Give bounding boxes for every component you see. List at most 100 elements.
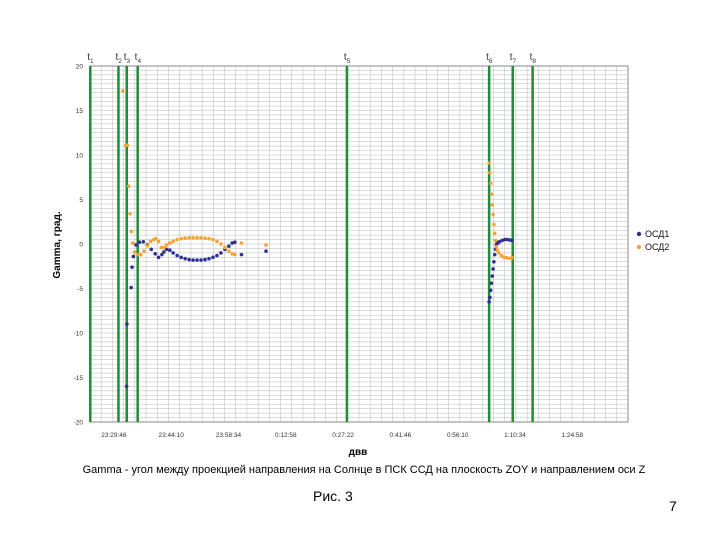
data-point bbox=[492, 231, 497, 236]
data-point bbox=[497, 251, 501, 255]
x-tick-label: 0:27:22 bbox=[332, 432, 354, 439]
data-point bbox=[175, 237, 179, 242]
data-point bbox=[504, 255, 509, 260]
data-point bbox=[187, 235, 191, 240]
data-point bbox=[488, 171, 492, 175]
data-point bbox=[502, 255, 506, 260]
data-point bbox=[129, 285, 133, 290]
data-point bbox=[502, 237, 507, 242]
marker-label: t2 bbox=[115, 52, 122, 65]
marker-label: t1 bbox=[87, 52, 94, 65]
x-axis-ticks: 23:29:46 23:44:10 23:58:34 0:12:58 0:27:22 0:… bbox=[101, 432, 583, 439]
data-point bbox=[134, 243, 138, 247]
x-tick-label: 0:12:58 bbox=[275, 432, 297, 439]
data-point bbox=[199, 258, 203, 262]
data-point bbox=[219, 251, 223, 255]
data-point bbox=[156, 239, 161, 244]
data-point bbox=[215, 253, 219, 258]
x-tick-label: 23:29:46 bbox=[101, 432, 127, 439]
x-axis-label: двв bbox=[349, 447, 368, 458]
y-tick-label: -20 bbox=[74, 420, 84, 427]
marker-label: t5 bbox=[344, 52, 351, 65]
data-point bbox=[153, 251, 158, 256]
data-point bbox=[233, 252, 237, 257]
data-point bbox=[223, 245, 227, 250]
data-point bbox=[219, 242, 223, 246]
data-point bbox=[494, 244, 499, 249]
data-point bbox=[156, 255, 161, 260]
data-point bbox=[187, 257, 191, 262]
data-point bbox=[191, 235, 195, 240]
data-point bbox=[227, 244, 231, 249]
data-point bbox=[183, 236, 187, 241]
x-tick-label: 0:56:10 bbox=[447, 432, 469, 439]
data-point bbox=[490, 203, 495, 207]
data-point bbox=[135, 252, 140, 257]
data-point bbox=[132, 250, 137, 254]
data-point bbox=[148, 239, 153, 244]
legend-label: ОСД2 bbox=[645, 242, 669, 252]
data-point bbox=[120, 89, 125, 93]
data-point bbox=[164, 243, 169, 247]
data-point bbox=[124, 384, 129, 389]
data-point bbox=[154, 236, 158, 241]
data-point bbox=[487, 300, 491, 304]
data-point bbox=[141, 239, 146, 244]
x-tick-label: 23:58:34 bbox=[216, 432, 242, 439]
data-point bbox=[171, 251, 175, 255]
y-axis-label: Gamma, град. bbox=[52, 211, 63, 278]
y-tick-label: 5 bbox=[79, 197, 83, 204]
data-point bbox=[211, 237, 215, 242]
data-point bbox=[125, 322, 129, 326]
data-point bbox=[142, 249, 146, 253]
data-point bbox=[195, 258, 199, 262]
legend-label: ОСД1 bbox=[645, 229, 669, 239]
y-tick-label: 0 bbox=[79, 242, 83, 249]
data-point bbox=[505, 237, 510, 242]
data-point bbox=[491, 267, 495, 271]
data-point bbox=[239, 252, 244, 257]
data-point bbox=[492, 260, 496, 264]
data-point bbox=[264, 243, 268, 247]
data-point bbox=[203, 257, 207, 262]
marker-label: t4 bbox=[135, 52, 142, 65]
data-point bbox=[499, 253, 504, 258]
data-point bbox=[233, 240, 237, 245]
data-point bbox=[507, 256, 512, 261]
data-point bbox=[168, 241, 172, 245]
data-point bbox=[179, 255, 183, 260]
data-point bbox=[510, 255, 514, 260]
data-point bbox=[183, 256, 187, 261]
data-point bbox=[491, 212, 495, 217]
data-point bbox=[195, 235, 199, 240]
data-point bbox=[168, 248, 172, 253]
data-point bbox=[159, 245, 164, 250]
series-1 bbox=[124, 237, 514, 389]
data-point bbox=[207, 236, 211, 241]
data-point bbox=[138, 252, 143, 257]
series-2 bbox=[120, 89, 514, 261]
page-number: 7 bbox=[669, 498, 677, 514]
data-point bbox=[227, 249, 231, 253]
data-point bbox=[125, 143, 130, 148]
marker-label: t7 bbox=[510, 52, 517, 65]
y-tick-label: -15 bbox=[74, 375, 84, 382]
data-point bbox=[488, 181, 493, 186]
data-point bbox=[211, 255, 215, 260]
legend-swatch bbox=[636, 244, 642, 250]
data-point bbox=[487, 161, 491, 165]
data-point bbox=[239, 241, 244, 245]
legend-swatch bbox=[636, 231, 642, 237]
y-axis-ticks: -20 -15 -10 -5 0 5 10 15 20 bbox=[74, 64, 84, 427]
marker-label: t3 bbox=[124, 52, 131, 65]
data-point bbox=[162, 250, 166, 254]
data-point bbox=[128, 211, 132, 216]
data-point bbox=[207, 256, 211, 261]
data-point bbox=[160, 252, 164, 257]
data-point bbox=[510, 238, 514, 243]
marker-label: t8 bbox=[530, 52, 537, 65]
y-tick-label: -10 bbox=[74, 331, 84, 338]
data-series bbox=[120, 89, 514, 389]
data-point bbox=[489, 281, 494, 285]
